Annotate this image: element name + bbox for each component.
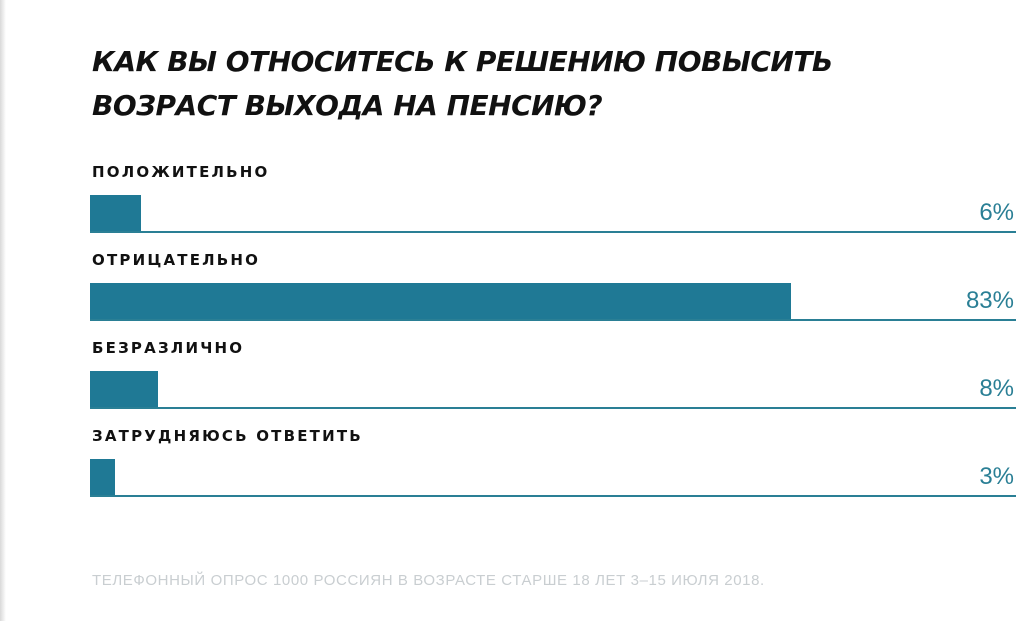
bar xyxy=(90,195,141,233)
chart-title: КАК ВЫ ОТНОСИТЕСЬ К РЕШЕНИЮ ПОВЫСИТЬ ВОЗ… xyxy=(92,40,992,128)
bar xyxy=(90,459,115,497)
category-label: ПОЛОЖИТЕЛЬНО xyxy=(92,163,270,181)
source-footnote: ТЕЛЕФОННЫЙ ОПРОС 1000 РОССИЯН В ВОЗРАСТЕ… xyxy=(92,572,765,589)
value-label: 6% xyxy=(979,199,1014,226)
value-label: 8% xyxy=(979,375,1014,402)
bar xyxy=(90,371,158,409)
category-label: БЕЗРАЗЛИЧНО xyxy=(92,339,245,357)
chart-title-line-1: КАК ВЫ ОТНОСИТЕСЬ К РЕШЕНИЮ ПОВЫСИТЬ xyxy=(92,45,833,78)
bar-baseline xyxy=(90,495,1016,497)
category-label: ЗАТРУДНЯЮСЬ ОТВЕТИТЬ xyxy=(92,427,363,445)
chart-title-line-2: ВОЗРАСТ ВЫХОДА НА ПЕНСИЮ? xyxy=(92,89,603,122)
bar-baseline xyxy=(90,407,1016,409)
left-edge-shadow xyxy=(0,0,6,621)
category-label: ОТРИЦАТЕЛЬНО xyxy=(92,251,261,269)
value-label: 83% xyxy=(965,287,1014,314)
bar-baseline xyxy=(90,231,1016,233)
bar xyxy=(90,283,791,321)
value-label: 3% xyxy=(979,463,1014,490)
bar-baseline xyxy=(90,319,1016,321)
